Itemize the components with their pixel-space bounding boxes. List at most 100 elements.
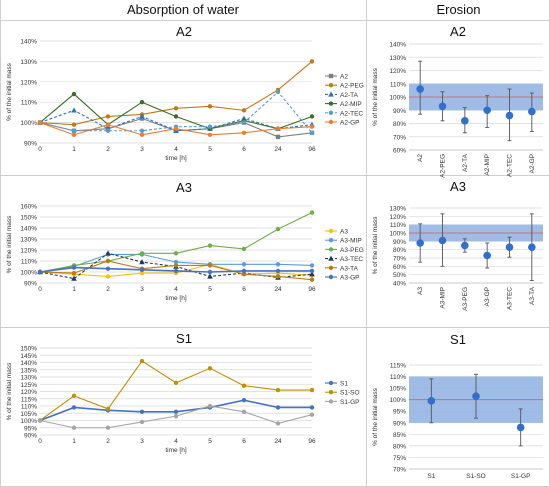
absorption-chart-a2: A2 90% 100% 110% 120% 130% 140% 0 1 2 3 4 5 6 24 96 time… — [6, 24, 364, 162]
data-point — [472, 392, 480, 400]
legend-label: A3-MIP — [340, 238, 362, 245]
data-point — [483, 251, 491, 260]
data-point — [309, 405, 315, 410]
data-point — [173, 126, 179, 131]
data-point — [105, 266, 111, 271]
data-point — [275, 89, 281, 95]
data-point — [71, 393, 77, 399]
x-tick-label: 0 — [38, 286, 42, 293]
y-tick-label: 110% — [390, 374, 406, 381]
data-point — [427, 397, 436, 405]
y-tick-label: 130% — [20, 375, 37, 382]
x-tick-label: 6 — [242, 146, 246, 153]
y-axis-label: % of the initial mass — [372, 216, 379, 275]
y-tick-label: 105% — [389, 386, 406, 393]
x-tick-label: 24 — [274, 146, 282, 153]
data-point — [139, 270, 145, 276]
y-tick-label: 120% — [20, 389, 37, 396]
data-point — [173, 106, 179, 111]
data-point — [105, 114, 111, 119]
data-point — [105, 250, 111, 256]
legend-label: A2-TEC — [340, 110, 363, 117]
x-tick-label: 1 — [72, 286, 76, 293]
x-tick-label: 3 — [140, 438, 144, 445]
x-tick-label: 2 — [106, 146, 110, 153]
y-tick-label: 80% — [393, 443, 406, 450]
x-tick-label: A3-TA — [529, 286, 536, 305]
y-axis-label: % of the initial mass — [6, 362, 13, 421]
y-tick-label: 80% — [393, 247, 406, 254]
x-tick-label: 96 — [308, 286, 316, 293]
legend-label: A3-TEC — [340, 256, 363, 263]
x-tick-label: 4 — [174, 438, 178, 445]
absorption-header: Absorption of water — [126, 2, 239, 17]
y-tick-label: 145% — [20, 353, 37, 360]
data-point — [241, 268, 247, 274]
legend-item: A2-GP — [325, 120, 360, 127]
x-tick-label: 3 — [140, 146, 144, 153]
data-point — [71, 107, 77, 113]
erosion-point-s1 — [427, 378, 436, 424]
y-tick-label: 120% — [20, 248, 37, 255]
y-axis-label: % of the initial mass — [6, 215, 13, 274]
erosion-point-a2-ta — [461, 107, 469, 134]
x-tick-label: A3-GP — [484, 287, 491, 307]
data-point — [139, 409, 145, 414]
series-s1 — [37, 398, 315, 423]
legend-marker — [328, 380, 334, 386]
x-tick-label: S1-SO — [466, 473, 486, 480]
erosion-chart-a2: A2 60% 70% 80% 90% 100% 110% 120% 130% 140% % of t… — [372, 24, 543, 178]
legend-label: A3-GP — [340, 275, 360, 282]
x-tick-label: 4 — [174, 286, 178, 293]
y-tick-label: 110% — [21, 404, 37, 411]
y-axis-label: % of the initial mass — [6, 62, 13, 121]
erosion-point-a2-peg — [438, 91, 447, 122]
data-point — [275, 421, 281, 426]
data-point — [438, 236, 447, 245]
x-tick-label: A2-TA — [462, 153, 469, 172]
x-axis-label: time [h] — [165, 447, 187, 454]
y-tick-label: 60% — [393, 148, 406, 155]
data-point — [416, 85, 424, 93]
data-point — [173, 380, 179, 385]
x-tick-label: A3-PEG — [462, 287, 469, 311]
series-s1-gp — [37, 403, 315, 430]
y-tick-label: 60% — [393, 264, 406, 271]
data-point — [139, 128, 145, 133]
series-s1-so — [37, 358, 315, 423]
y-tick-label: 85% — [393, 432, 406, 439]
erosion-point-a3 — [416, 223, 424, 263]
panel-title: S1 — [450, 332, 466, 347]
data-point — [438, 102, 447, 111]
data-point — [241, 262, 247, 267]
data-point — [528, 243, 536, 251]
x-tick-label: 6 — [242, 286, 246, 293]
data-point — [241, 272, 247, 277]
data-point — [105, 128, 111, 133]
x-tick-label: 6 — [242, 438, 246, 445]
y-tick-label: 90% — [24, 433, 37, 440]
y-tick-label: 100% — [389, 397, 406, 404]
data-point — [483, 106, 491, 115]
y-tick-label: 100% — [20, 120, 37, 127]
erosion-point-a3-mip — [438, 213, 447, 267]
data-point — [309, 271, 315, 277]
x-tick-label: 1 — [72, 146, 76, 153]
erosion-point-a3-peg — [461, 238, 469, 253]
x-tick-label: 2 — [106, 438, 110, 445]
data-point — [71, 425, 77, 430]
y-tick-label: 110% — [21, 259, 37, 266]
erosion-point-a2-gp — [528, 92, 536, 132]
x-tick-label: A3-TEC — [507, 287, 514, 310]
data-point — [207, 263, 213, 268]
x-axis-label: time [h] — [165, 295, 187, 302]
erosion-point-s1-so — [472, 373, 480, 419]
y-tick-label: 120% — [389, 214, 406, 221]
data-point — [309, 210, 315, 215]
erosion-point-a3-tec — [505, 236, 514, 258]
data-point — [275, 126, 281, 131]
y-tick-label: 150% — [20, 346, 37, 353]
data-point — [207, 366, 213, 371]
data-point — [105, 406, 111, 412]
data-point — [241, 130, 247, 135]
